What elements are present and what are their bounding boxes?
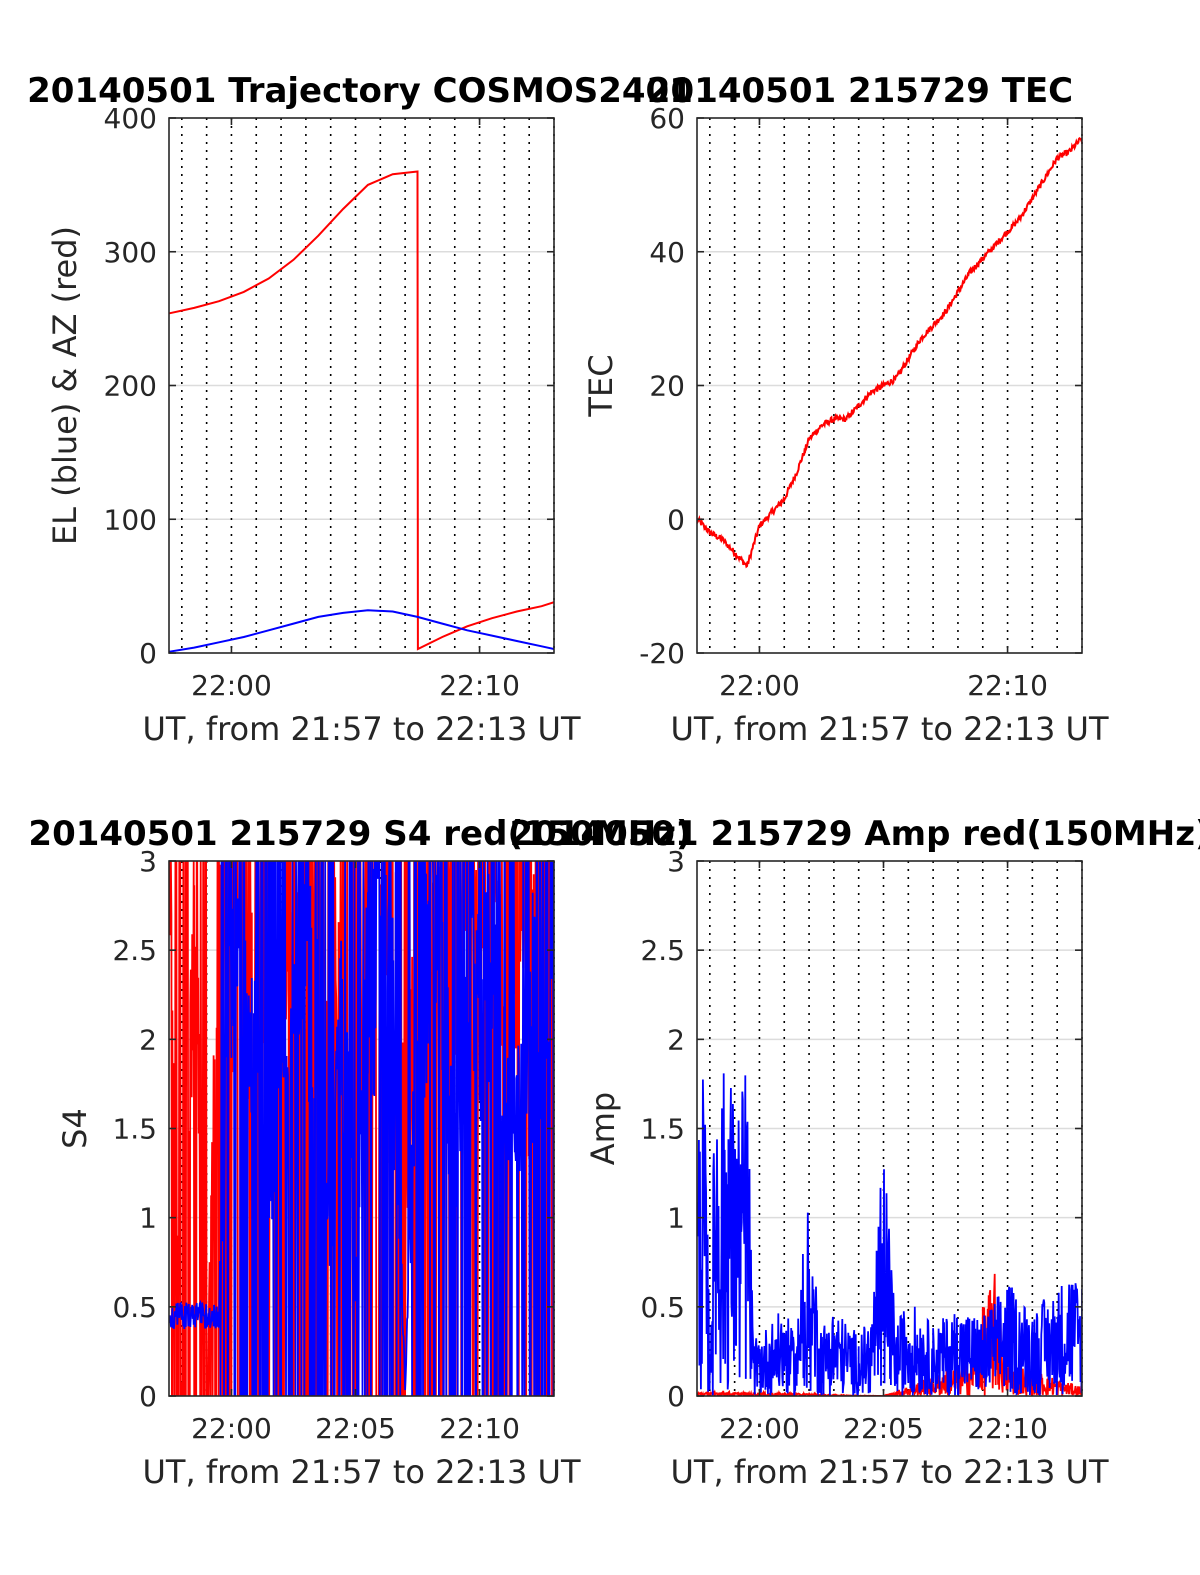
y-tick-label: 0.5 bbox=[112, 1291, 157, 1324]
y-tick-label: 400 bbox=[104, 102, 157, 135]
y-tick-label: 100 bbox=[104, 503, 157, 536]
y-axis-label: EL (blue) & AZ (red) bbox=[46, 226, 84, 545]
y-tick-label: 1 bbox=[139, 1202, 157, 1235]
chart-panel-4: 0 0.5 1 1.5 2 2.5 3 22:00 22:05 22:10 20140501 215… bbox=[509, 814, 1200, 1491]
y-tick-label: 0.5 bbox=[640, 1291, 685, 1324]
x-axis-label: UT, from 21:57 to 22:13 UT bbox=[143, 710, 581, 748]
y-tick-label: 0 bbox=[667, 503, 685, 536]
y-tick-label: 20 bbox=[649, 370, 685, 403]
series-line-red bbox=[697, 136, 1082, 569]
series-line-blue bbox=[697, 1073, 1082, 1396]
y-tick-label: 200 bbox=[104, 370, 157, 403]
y-axis-label: TEC bbox=[582, 354, 620, 417]
x-tick-label: 22:00 bbox=[719, 1412, 800, 1445]
x-tick-label: 22:10 bbox=[439, 1412, 520, 1445]
y-tick-label: 3 bbox=[667, 845, 685, 878]
x-tick-label: 22:05 bbox=[843, 1412, 924, 1445]
series-line-blue bbox=[169, 861, 554, 1396]
y-tick-label: 1.5 bbox=[112, 1113, 157, 1146]
y-tick-label: -20 bbox=[639, 637, 685, 670]
y-tick-label: 0 bbox=[139, 637, 157, 670]
x-tick-label: 22:00 bbox=[191, 669, 272, 702]
plot-area bbox=[169, 170, 554, 653]
y-axis-label: S4 bbox=[56, 1108, 94, 1149]
y-tick-label: 60 bbox=[649, 102, 685, 135]
y-tick-label: 2.5 bbox=[640, 934, 685, 967]
x-axis-label: UT, from 21:57 to 22:13 UT bbox=[671, 1453, 1109, 1491]
y-tick-label: 2.5 bbox=[112, 934, 157, 967]
plot-area bbox=[697, 136, 1082, 569]
y-tick-label: 0 bbox=[667, 1380, 685, 1413]
y-tick-label: 3 bbox=[139, 845, 157, 878]
x-tick-label: 22:00 bbox=[191, 1412, 272, 1445]
x-axis-label: UT, from 21:57 to 22:13 UT bbox=[671, 710, 1109, 748]
y-tick-label: 1.5 bbox=[640, 1113, 685, 1146]
series-line-red bbox=[169, 170, 554, 651]
series-line-blue bbox=[169, 609, 554, 653]
x-tick-label: 22:10 bbox=[439, 669, 520, 702]
y-tick-label: 1 bbox=[667, 1202, 685, 1235]
y-tick-label: 0 bbox=[139, 1380, 157, 1413]
y-axis-label: Amp bbox=[584, 1092, 622, 1165]
chart-title: 20140501 Trajectory COSMOS2401 bbox=[27, 71, 693, 111]
chart-title: 20140501 215729 TEC bbox=[647, 71, 1073, 111]
y-tick-label: 2 bbox=[667, 1023, 685, 1056]
x-tick-label: 22:00 bbox=[719, 669, 800, 702]
x-tick-label: 22:05 bbox=[315, 1412, 396, 1445]
chart-title: 20140501 215729 Amp red(150MHz) bbox=[509, 814, 1200, 854]
chart-panel-2: -20 0 20 40 60 22:00 22:10 20140501 215729 TEC U… bbox=[582, 71, 1109, 748]
x-tick-label: 22:10 bbox=[967, 1412, 1048, 1445]
plot-area bbox=[169, 861, 554, 1396]
y-tick-label: 40 bbox=[649, 236, 685, 269]
x-tick-label: 22:10 bbox=[967, 669, 1048, 702]
plot-area bbox=[697, 1073, 1082, 1396]
chart-panel-3: 0 0.5 1 1.5 2 2.5 3 22:00 22:05 22:10 20140501 215… bbox=[28, 814, 691, 1491]
x-axis-label: UT, from 21:57 to 22:13 UT bbox=[143, 1453, 581, 1491]
chart-title: 20140501 215729 S4 red(150MHz) bbox=[28, 814, 691, 854]
y-tick-label: 300 bbox=[104, 236, 157, 269]
y-tick-label: 2 bbox=[139, 1023, 157, 1056]
